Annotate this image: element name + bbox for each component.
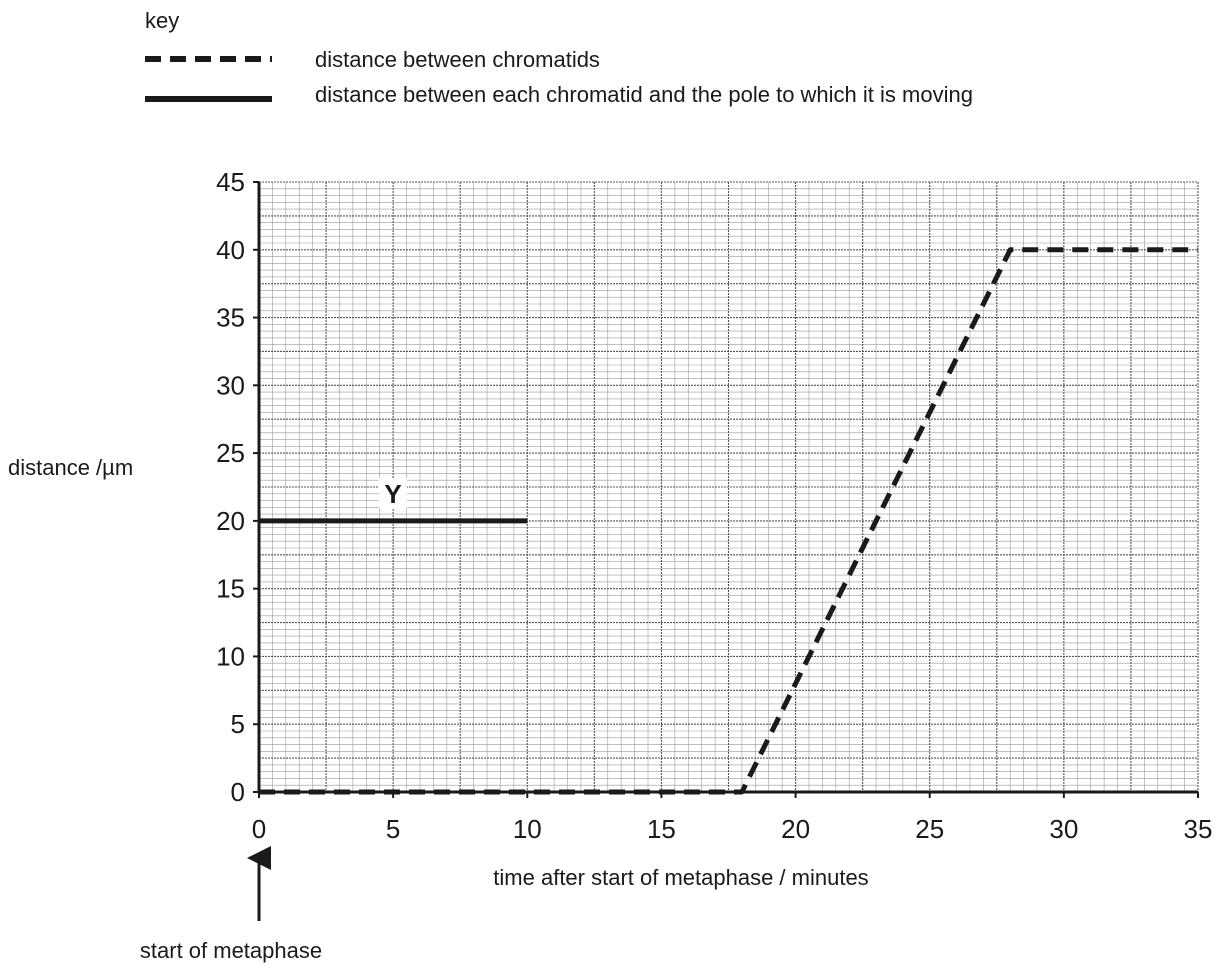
y-tick-label: 30 bbox=[216, 370, 245, 400]
key-label-dashed: distance between chromatids bbox=[315, 47, 600, 72]
y-tick-label: 0 bbox=[231, 777, 245, 807]
x-axis-label: time after start of metaphase / minutes bbox=[493, 865, 868, 890]
y-tick-label: 25 bbox=[216, 438, 245, 468]
series-layer bbox=[259, 247, 1198, 795]
start-of-metaphase-label: start of metaphase bbox=[140, 938, 322, 963]
y-axis-label: distance /µm bbox=[8, 455, 133, 480]
x-tick-label: 25 bbox=[915, 814, 944, 844]
x-tick-label: 35 bbox=[1184, 814, 1213, 844]
y-tick-label: 40 bbox=[216, 235, 245, 265]
x-tick-label: 5 bbox=[386, 814, 400, 844]
series-line-dashed bbox=[259, 247, 1198, 795]
x-tick-label: 30 bbox=[1049, 814, 1078, 844]
x-tick-label: 10 bbox=[513, 814, 542, 844]
y-tick-label: 45 bbox=[216, 167, 245, 197]
label-y-background bbox=[379, 478, 407, 508]
y-tick-label: 10 bbox=[216, 641, 245, 671]
y-tick-labels: 0 5 10 15 20 25 30 35 40 45 bbox=[216, 167, 259, 807]
y-tick-label: 5 bbox=[231, 709, 245, 739]
key-label-solid: distance between each chromatid and the … bbox=[315, 82, 973, 107]
y-tick-label: 20 bbox=[216, 506, 245, 536]
key: key distance between chromatids distance… bbox=[145, 8, 973, 107]
x-tick-labels: 0 5 10 15 20 25 30 35 bbox=[252, 792, 1213, 844]
key-title: key bbox=[145, 8, 179, 33]
label-y: Y bbox=[384, 479, 401, 509]
grid-major bbox=[258, 181, 1199, 793]
x-tick-label: 20 bbox=[781, 814, 810, 844]
x-tick-label: 15 bbox=[647, 814, 676, 844]
y-tick-label: 15 bbox=[216, 574, 245, 604]
y-tick-label: 35 bbox=[216, 303, 245, 333]
x-tick-label: 0 bbox=[252, 814, 266, 844]
